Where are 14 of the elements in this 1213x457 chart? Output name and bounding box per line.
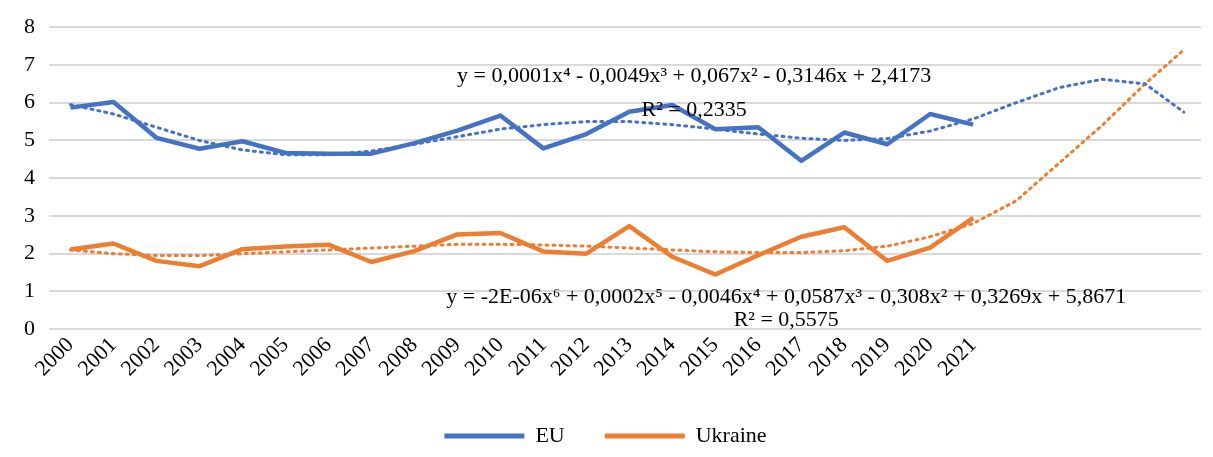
y-tick-label: 3 (24, 201, 35, 227)
y-tick-label: 4 (24, 163, 35, 189)
annotation: y = 0,0001x⁴ - 0,0049x³ + 0,067x² - 0,3146x + 2,4173 (456, 62, 932, 88)
annotation: R² = 0,5575 (733, 305, 839, 331)
y-tick-label: 7 (24, 50, 35, 76)
annotation: y = -2E-06x⁶ + 0,0002x⁵ - 0,0046x⁴ + 0,0587x³ - 0,308x² + 0,3269x + 5,8671 (446, 282, 1127, 308)
y-tick-label: 8 (24, 12, 35, 38)
y-tick-label: 1 (24, 277, 35, 303)
legend-label: Ukraine (695, 421, 767, 447)
legend-label: EU (535, 421, 565, 447)
y-tick-label: 2 (24, 239, 35, 265)
y-tick-label: 5 (24, 126, 35, 152)
y-tick-label: 0 (24, 315, 35, 340)
y-tick-label: 6 (24, 88, 35, 114)
